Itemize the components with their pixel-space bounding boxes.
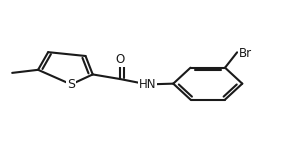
Text: O: O: [115, 53, 125, 66]
Text: Br: Br: [239, 47, 252, 60]
Text: S: S: [67, 78, 75, 91]
Text: HN: HN: [139, 78, 156, 91]
